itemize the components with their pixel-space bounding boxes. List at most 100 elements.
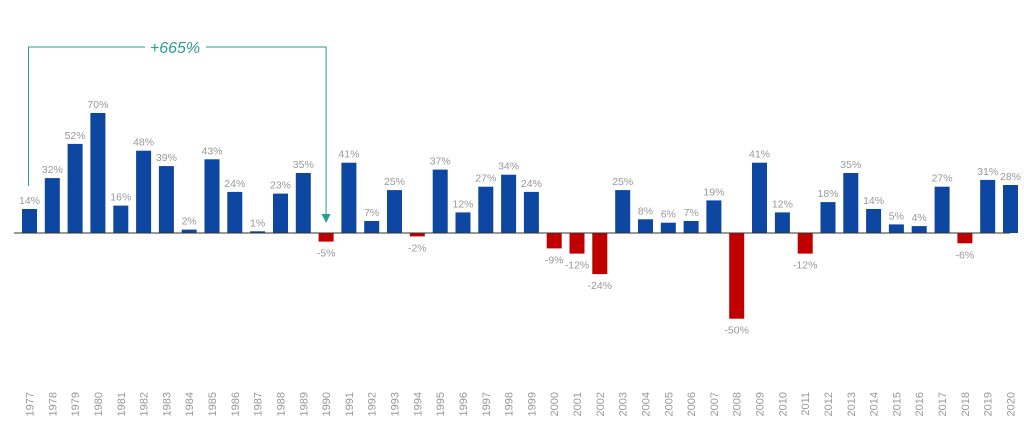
- value-label-1999: 24%: [521, 178, 542, 190]
- bar-2003: [615, 190, 631, 233]
- x-tick-1993: 1993: [390, 392, 402, 416]
- value-label-1990: -5%: [317, 248, 336, 260]
- x-tick-2000: 2000: [549, 392, 561, 416]
- x-tick-1987: 1987: [253, 392, 265, 416]
- value-label-2008: -50%: [724, 325, 749, 337]
- bar-2002: [592, 233, 608, 275]
- value-label-2018: -6%: [956, 249, 975, 261]
- bar-2006: [683, 221, 699, 233]
- bar-2008: [729, 233, 745, 319]
- value-label-2016: 4%: [912, 212, 927, 224]
- bar-1979: [67, 143, 83, 233]
- bar-1997: [478, 186, 494, 233]
- annotation-label: +665%: [150, 40, 200, 57]
- bar-1987: [250, 231, 266, 233]
- bar-1995: [432, 169, 448, 233]
- x-tick-2006: 2006: [686, 392, 698, 416]
- x-tick-1999: 1999: [526, 392, 538, 416]
- value-label-2013: 35%: [840, 159, 861, 171]
- gain-annotation: +665%: [28, 40, 331, 223]
- bar-2015: [888, 224, 904, 233]
- x-tick-1986: 1986: [230, 392, 242, 416]
- x-tick-2016: 2016: [914, 392, 926, 416]
- value-label-1977: 14%: [19, 195, 40, 207]
- value-label-1993: 25%: [384, 176, 405, 188]
- bar-1981: [113, 205, 129, 233]
- x-tick-1998: 1998: [504, 392, 516, 416]
- bar-1994: [409, 233, 425, 237]
- annotation-arrow-icon: [321, 214, 331, 223]
- value-label-2003: 25%: [612, 176, 633, 188]
- value-label-2006: 7%: [684, 207, 699, 219]
- x-tick-1978: 1978: [47, 392, 59, 416]
- bar-1988: [273, 193, 288, 233]
- x-tick-2018: 2018: [960, 392, 972, 416]
- x-tick-1995: 1995: [435, 392, 447, 416]
- value-label-2009: 41%: [749, 149, 770, 161]
- bar-2018: [957, 233, 973, 244]
- x-tick-1979: 1979: [70, 392, 82, 416]
- bar-2005: [660, 222, 676, 233]
- x-tick-1980: 1980: [93, 392, 105, 416]
- value-label-2012: 18%: [817, 188, 838, 200]
- x-tick-1985: 1985: [207, 392, 219, 416]
- value-label-2002: -24%: [588, 280, 613, 292]
- bar-2009: [752, 162, 767, 233]
- bar-1990: [318, 233, 334, 242]
- value-label-1988: 23%: [270, 180, 291, 192]
- value-label-1998: 34%: [498, 161, 519, 173]
- value-label-1985: 43%: [201, 145, 222, 157]
- bar-1992: [364, 221, 380, 233]
- value-label-2007: 19%: [703, 186, 724, 198]
- value-label-1981: 16%: [110, 192, 131, 204]
- bar-2017: [934, 186, 950, 233]
- value-label-1996: 12%: [452, 198, 473, 210]
- x-tick-2008: 2008: [732, 392, 744, 416]
- x-tick-2007: 2007: [709, 392, 721, 416]
- bar-2016: [911, 226, 927, 233]
- value-label-1986: 24%: [224, 178, 245, 190]
- value-label-1992: 7%: [364, 207, 379, 219]
- x-tick-1983: 1983: [161, 392, 173, 416]
- bar-1998: [501, 174, 517, 233]
- value-label-2001: -12%: [565, 260, 590, 272]
- bar-2014: [866, 209, 882, 233]
- x-tick-2002: 2002: [595, 392, 607, 416]
- x-tick-2020: 2020: [1006, 392, 1018, 416]
- bar-1985: [204, 159, 220, 233]
- value-label-1984: 2%: [182, 216, 197, 228]
- x-tick-1982: 1982: [139, 392, 151, 416]
- value-label-2019: 31%: [977, 166, 998, 178]
- value-label-2014: 14%: [863, 195, 884, 207]
- bar-2004: [638, 219, 653, 233]
- x-tick-2012: 2012: [823, 392, 835, 416]
- bar-2013: [843, 173, 859, 233]
- x-tick-2003: 2003: [618, 392, 630, 416]
- bar-1991: [341, 162, 357, 233]
- value-label-2005: 6%: [661, 209, 676, 221]
- bar-1986: [227, 191, 243, 233]
- value-label-1989: 35%: [293, 159, 314, 171]
- bar-2011: [797, 233, 813, 254]
- x-tick-labels-group: 1977 1978 1979 1980 1981 1982 1983 1984 1985 1986…: [25, 392, 1018, 416]
- x-tick-2017: 2017: [937, 392, 949, 416]
- x-tick-1994: 1994: [412, 392, 424, 416]
- bar-2020: [1003, 185, 1018, 233]
- bar-2001: [569, 233, 585, 254]
- value-label-2004: 8%: [638, 205, 653, 217]
- x-tick-1981: 1981: [116, 392, 128, 416]
- bar-2007: [706, 200, 722, 233]
- value-label-2010: 12%: [772, 198, 793, 210]
- bar-2012: [820, 202, 836, 233]
- bar-1980: [90, 113, 106, 233]
- value-label-1994: -2%: [408, 242, 427, 254]
- annotation-bracket-left: [28, 46, 145, 186]
- value-label-1979: 52%: [65, 130, 86, 142]
- bar-1977: [22, 209, 37, 233]
- x-tick-2015: 2015: [891, 392, 903, 416]
- x-tick-2001: 2001: [572, 392, 584, 416]
- bar-2019: [980, 179, 996, 233]
- value-label-2000: -9%: [545, 254, 564, 266]
- value-label-1982: 48%: [133, 137, 154, 149]
- x-tick-1996: 1996: [458, 392, 470, 416]
